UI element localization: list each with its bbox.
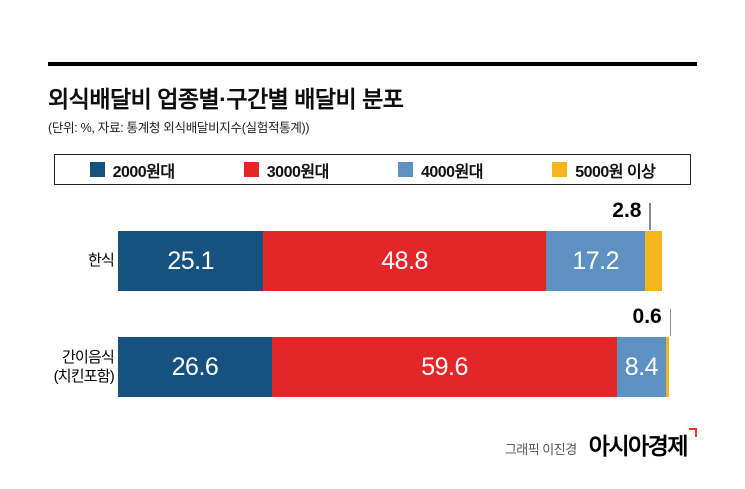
- stacked-bar: 26.6 59.6 8.4: [118, 337, 697, 397]
- category-label: 한식: [87, 252, 115, 270]
- bars-area: 한식 2.8 25.1 48.8 17.2 간이음식 (치킨포함) 0.6 26.6 59.6 8…: [48, 199, 697, 397]
- bar-row: 한식 2.8 25.1 48.8 17.2: [48, 199, 697, 291]
- legend: 2000원대 3000원대 4000원대 5000원 이상: [54, 154, 691, 185]
- brand-logo: 아시아경제: [589, 427, 697, 461]
- chart-title: 외식배달비 업종별·구간별 배달비 분포: [48, 86, 404, 112]
- legend-label: 2000원대: [112, 163, 176, 181]
- footer: 그래픽 이진경 아시아경제: [48, 427, 697, 461]
- category-label: 간이음식 (치킨포함): [53, 348, 115, 386]
- chart-subtitle: (단위: %, 자료: 통계청 외식배달비지수(실험적통계)): [48, 121, 310, 135]
- bar-segment-3: 8.4: [617, 337, 666, 397]
- bar-segment-3: 17.2: [545, 231, 646, 291]
- leader-tick: [649, 203, 651, 230]
- bar-segment-4: [665, 337, 670, 397]
- brand-text: 아시아경제: [588, 433, 689, 459]
- legend-swatch: [552, 162, 568, 177]
- leader-tick: [669, 309, 672, 336]
- legend-swatch: [397, 162, 413, 177]
- bar-track-wrap: 0.6 26.6 59.6 8.4: [118, 305, 697, 397]
- bar-row: 간이음식 (치킨포함) 0.6 26.6 59.6 8.4: [48, 305, 697, 397]
- legend-swatch: [89, 162, 105, 177]
- legend-label: 5000원 이상: [575, 163, 656, 181]
- bar-segment-2: 48.8: [263, 231, 546, 291]
- legend-item: 3000원대: [243, 158, 330, 182]
- bar-segment-4: [645, 231, 662, 291]
- legend-label: 4000원대: [420, 163, 484, 181]
- brand-mark-icon: [689, 428, 697, 437]
- legend-item: 2000원대: [89, 158, 176, 182]
- bar-segment-1: 25.1: [118, 231, 264, 291]
- credit-text: 그래픽 이진경: [504, 442, 577, 457]
- bar-segment-2: 59.6: [272, 337, 618, 397]
- legend-item: 4000원대: [397, 158, 484, 182]
- legend-swatch: [243, 162, 259, 177]
- outside-value-label: 2.8: [612, 199, 642, 222]
- top-rule: [48, 62, 697, 66]
- bar-segment-1: 26.6: [118, 337, 272, 397]
- stacked-bar: 25.1 48.8 17.2: [118, 231, 697, 291]
- legend-label: 3000원대: [266, 163, 330, 181]
- bar-track-wrap: 2.8 25.1 48.8 17.2: [118, 199, 697, 291]
- legend-item: 5000원 이상: [552, 158, 656, 182]
- outside-value-label: 0.6: [632, 305, 662, 328]
